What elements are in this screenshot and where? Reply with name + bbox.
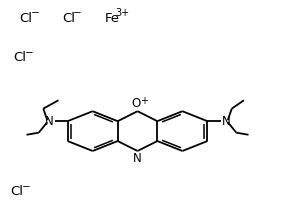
Text: N: N	[45, 115, 53, 128]
Text: Cl: Cl	[20, 12, 33, 25]
Text: 3+: 3+	[116, 8, 130, 18]
Text: N: N	[133, 152, 142, 165]
Text: +: +	[140, 96, 148, 106]
Text: Cl: Cl	[10, 185, 24, 198]
Text: −: −	[21, 181, 30, 192]
Text: Cl: Cl	[14, 51, 27, 64]
Text: −: −	[31, 8, 39, 18]
Text: −: −	[73, 8, 82, 18]
Text: Cl: Cl	[62, 12, 75, 25]
Text: −: −	[25, 48, 33, 58]
Text: O: O	[131, 97, 141, 110]
Text: N: N	[222, 115, 231, 128]
Text: Fe: Fe	[105, 12, 120, 25]
